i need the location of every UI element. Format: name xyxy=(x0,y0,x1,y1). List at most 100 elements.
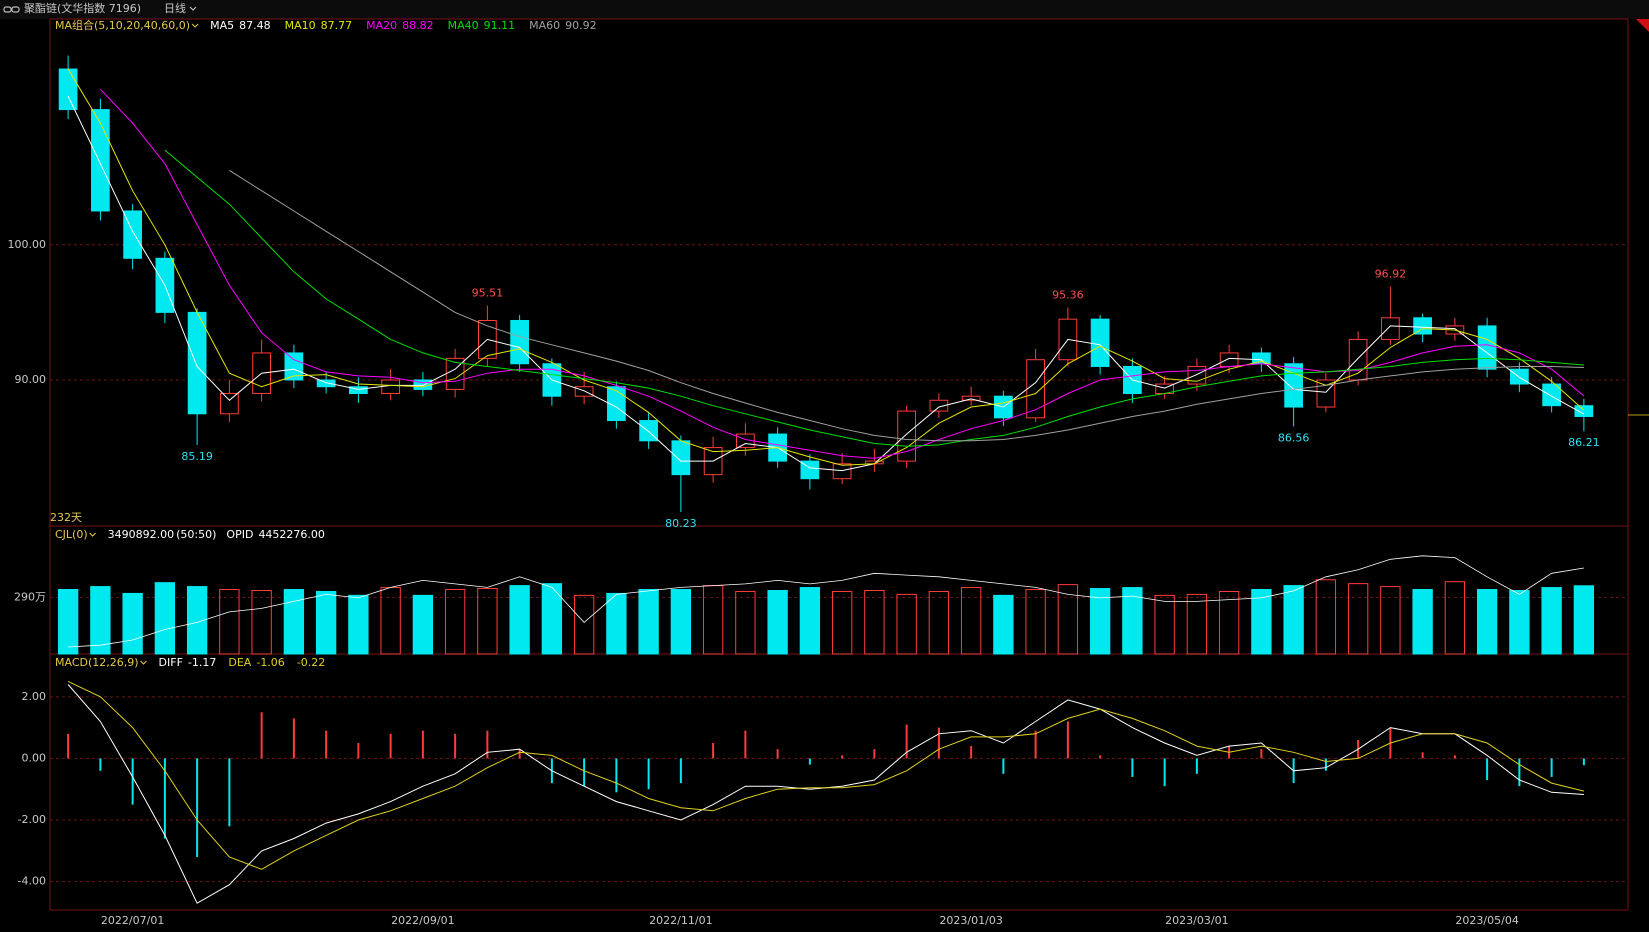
x-tick-label: 2023/05/04 xyxy=(1455,914,1518,927)
high-label: 95.51 xyxy=(472,286,504,299)
low-label: 86.21 xyxy=(1568,436,1600,449)
volume-bar xyxy=(315,590,337,655)
candle-body xyxy=(187,311,207,415)
candle-body xyxy=(1381,317,1400,340)
volume-bar xyxy=(90,586,111,655)
volume-bar xyxy=(735,590,756,655)
period-selector[interactable]: 日线 xyxy=(164,1,186,15)
candle-body xyxy=(1316,379,1336,408)
macd-value: -0.22 xyxy=(297,656,325,669)
volume-bar xyxy=(606,592,627,655)
volume-bar xyxy=(477,588,498,655)
ma-line xyxy=(67,95,1585,472)
dropdown-icon[interactable] xyxy=(89,532,96,537)
candle-body xyxy=(929,399,949,412)
volume-bar xyxy=(960,587,982,655)
legend-name: MA40 xyxy=(448,19,479,32)
candle-body xyxy=(1284,363,1303,408)
volume-bar xyxy=(283,589,305,655)
candle-body xyxy=(574,386,594,397)
volume-bar xyxy=(444,589,466,655)
top-bar xyxy=(0,0,1649,19)
link-icon xyxy=(3,6,20,13)
volume-bar xyxy=(1315,579,1337,655)
candle-body xyxy=(1413,317,1432,335)
volume-bar xyxy=(251,589,272,655)
dropdown-icon[interactable] xyxy=(191,23,199,28)
high-label: 95.36 xyxy=(1052,289,1084,302)
ma-line xyxy=(229,169,1584,442)
volume-bar xyxy=(638,589,659,655)
volume-bar xyxy=(509,585,530,655)
volume-bar xyxy=(412,594,434,655)
volume-bar xyxy=(1283,585,1304,655)
volume-bar xyxy=(993,594,1014,655)
opid-name: OPID xyxy=(226,528,253,541)
volume-bar xyxy=(1218,590,1240,655)
y-tick-label: 100.00 xyxy=(8,238,47,251)
legend-value: 91.11 xyxy=(484,19,516,32)
candle-body xyxy=(510,319,529,365)
volume-bar xyxy=(702,585,724,655)
volume-bar xyxy=(380,587,401,655)
volume-bar xyxy=(928,590,950,655)
candle-body xyxy=(284,352,304,381)
candle-body xyxy=(671,440,691,476)
volume-bar xyxy=(1025,589,1046,655)
x-tick-label: 2022/09/01 xyxy=(391,914,454,927)
candle-body xyxy=(961,395,981,401)
period-dropdown-icon[interactable] xyxy=(189,6,197,11)
candle-body xyxy=(349,386,368,395)
legend-value: 88.82 xyxy=(402,19,434,32)
low-label: 85.19 xyxy=(181,450,213,463)
macd-label[interactable]: MACD(12,26,9) xyxy=(55,656,139,669)
dea-value: -1.06 xyxy=(256,656,284,669)
volume-bar xyxy=(896,593,917,655)
y-tick-label: 0.00 xyxy=(22,751,47,764)
volume-bar xyxy=(1186,593,1208,655)
instrument-title: 聚酯链(文华指数 7196) xyxy=(24,1,141,15)
volume-bar xyxy=(122,592,143,655)
volume-bar xyxy=(573,594,595,655)
volume-bar xyxy=(57,589,79,655)
ma-line xyxy=(164,149,1584,447)
legend-name: MA10 xyxy=(285,19,316,32)
volume-bar xyxy=(864,589,885,655)
volume-bar xyxy=(1122,587,1143,655)
volume-bar xyxy=(831,590,853,655)
candle-body xyxy=(1510,368,1529,385)
volume-bar xyxy=(1154,594,1175,655)
volume-bar xyxy=(1412,589,1433,655)
volume-bar xyxy=(1251,589,1272,655)
high-label: 96.92 xyxy=(1375,267,1407,280)
volume-bar xyxy=(799,587,821,655)
y-tick-label: -4.00 xyxy=(18,875,46,888)
candle-body xyxy=(1348,338,1368,381)
candle-body xyxy=(1090,318,1110,367)
candle-body xyxy=(316,379,336,388)
candle-body xyxy=(1542,383,1561,407)
opid-value: 4452276.00 xyxy=(258,528,324,541)
corner-marker xyxy=(1636,19,1649,32)
candle-body xyxy=(91,109,110,212)
dropdown-icon[interactable] xyxy=(140,660,147,665)
volume-bar xyxy=(1444,581,1466,655)
volume-bar xyxy=(1347,583,1369,655)
dea-line xyxy=(67,680,1585,870)
opid-line xyxy=(68,555,1584,648)
volume-bar xyxy=(1380,586,1401,655)
candle-body xyxy=(1477,325,1497,370)
volume-label[interactable]: CJL(0) xyxy=(55,528,88,541)
ma-selector[interactable]: MA组合(5,10,20,40,60,0) xyxy=(55,18,190,32)
volume-value: 3490892.00 xyxy=(108,528,174,541)
candle-body xyxy=(1219,352,1239,367)
legend-name: MA20 xyxy=(366,19,397,32)
y-tick-label: 2.00 xyxy=(22,690,47,703)
x-tick-label: 2022/11/01 xyxy=(649,914,712,927)
y-tick-label: 290万 xyxy=(14,590,46,603)
volume-bar xyxy=(1057,584,1079,655)
volume-bar xyxy=(348,594,369,655)
bar-count: 232天 xyxy=(50,511,82,524)
volume-bar xyxy=(1089,588,1111,655)
